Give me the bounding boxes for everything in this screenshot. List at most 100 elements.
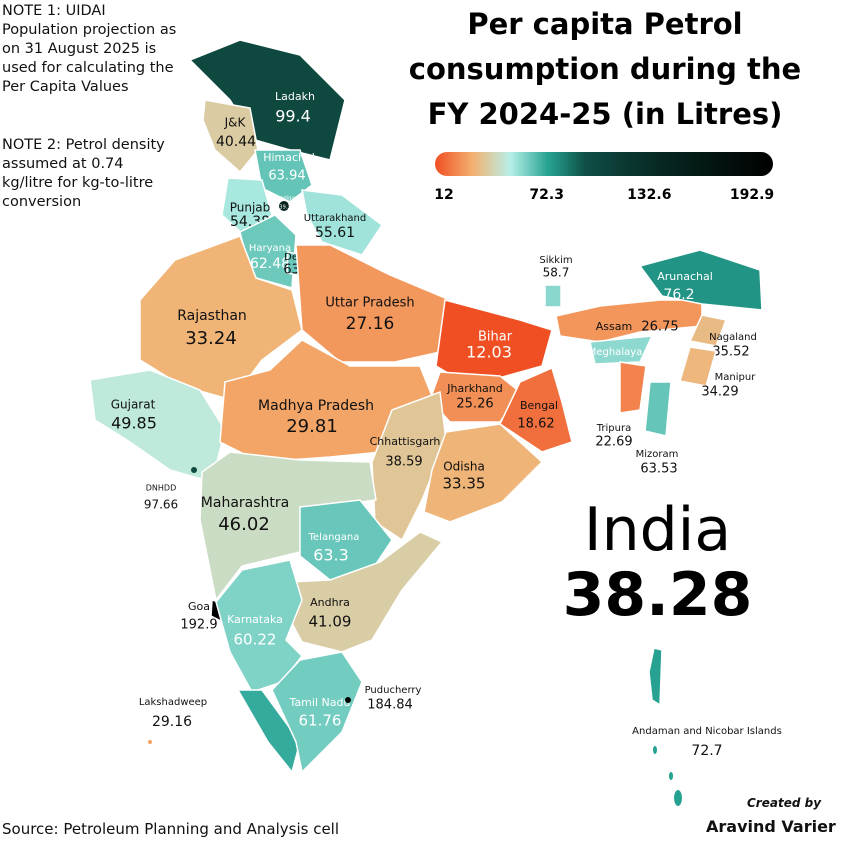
region xyxy=(285,531,444,653)
region xyxy=(279,201,289,211)
region-name: Mizoram xyxy=(636,449,679,460)
region-name: Jharkhand xyxy=(446,382,503,395)
region-value: 139.36 xyxy=(276,205,294,211)
region-value: 63.3 xyxy=(313,546,349,565)
region-name: Arunachal xyxy=(657,270,713,283)
national-name: India xyxy=(583,495,732,565)
region-name: Lakshadweep xyxy=(139,697,207,708)
region xyxy=(236,689,301,774)
region-name: Meghalaya xyxy=(588,347,643,358)
region-name: Andhra xyxy=(310,596,350,609)
region-name: Chhattisgarh xyxy=(370,435,441,448)
region xyxy=(679,346,717,387)
region-name: Karnataka xyxy=(227,613,283,626)
region-name: Gujarat xyxy=(111,398,156,412)
region-name: Odisha xyxy=(443,460,485,474)
region-name: Punjab xyxy=(230,201,271,215)
region-name: Assam xyxy=(596,320,632,333)
region-name: Uttarakhand xyxy=(304,213,366,224)
region-value: 18.62 xyxy=(517,417,554,432)
region-value: 97.66 xyxy=(144,498,178,512)
region-value: 40.44 xyxy=(216,134,256,150)
region-value: 58.18 xyxy=(589,366,623,380)
region-value: 41.09 xyxy=(309,613,352,631)
note: NOTE 2: Petrol density assumed at 0.74 k… xyxy=(2,137,165,210)
region-name: J&K xyxy=(224,116,247,130)
legend-tick-label: 12 xyxy=(434,187,453,203)
region-name: Himachal xyxy=(263,151,315,164)
island xyxy=(653,746,657,754)
region-value: 99.4 xyxy=(275,107,311,126)
region-value: 29.16 xyxy=(152,714,192,730)
region-name: Manipur xyxy=(715,372,757,383)
title: Per capita Petrol consumption during the… xyxy=(408,7,802,131)
region-value: 27.16 xyxy=(346,314,395,334)
region-name: Chandigarh xyxy=(271,196,300,202)
region-name: Bihar xyxy=(478,330,513,345)
region-value: 62.48 xyxy=(250,256,290,272)
region-name: DNHDD xyxy=(146,484,176,493)
region-value: 22.69 xyxy=(595,435,632,450)
region-name: Rajasthan xyxy=(177,308,247,324)
region xyxy=(139,235,303,401)
source: Source: Petroleum Planning and Analysis … xyxy=(2,820,340,838)
legend-bar xyxy=(435,152,773,176)
credit-label: Created by xyxy=(747,796,822,810)
region-value: 34.29 xyxy=(701,385,738,400)
region-name: Nagaland xyxy=(709,332,757,343)
region-name: Maharashtra xyxy=(201,495,289,511)
region xyxy=(648,647,663,707)
region-value: 70.43 xyxy=(224,737,267,755)
region xyxy=(435,299,553,387)
region xyxy=(202,99,259,174)
region-value: 184.84 xyxy=(367,698,413,713)
region-value: 29.81 xyxy=(286,416,338,437)
region xyxy=(638,249,763,311)
region-value: 49.85 xyxy=(111,414,157,433)
region xyxy=(215,559,303,693)
region xyxy=(619,361,647,414)
region-name: Puducherry xyxy=(365,685,422,696)
region-name: Haryana xyxy=(249,243,291,254)
region-name: Andaman and Nicobar Islands xyxy=(632,726,782,737)
region-value: 76.2 xyxy=(663,287,694,303)
region-value: 61.76 xyxy=(299,712,342,730)
region-name: Madhya Pradesh xyxy=(258,398,374,414)
region-name: Ladakh xyxy=(275,90,315,103)
note: NOTE 1: UIDAI Population projection as o… xyxy=(2,3,177,95)
island xyxy=(674,790,682,806)
region-value: 192.9 xyxy=(180,618,217,633)
region xyxy=(688,314,728,347)
region-value: 72.7 xyxy=(691,743,722,759)
region xyxy=(423,423,544,523)
region-name: Uttar Pradesh xyxy=(325,296,414,311)
region-name: Bengal xyxy=(520,399,558,412)
legend-tick-label: 132.6 xyxy=(627,187,671,203)
region-value: 33.24 xyxy=(185,328,237,349)
region xyxy=(148,740,152,744)
region-value: 63.94 xyxy=(268,169,305,184)
region-name: Goa xyxy=(188,600,210,613)
region-value: 25.26 xyxy=(456,397,493,412)
region-value: 55.61 xyxy=(315,225,355,241)
island xyxy=(669,772,673,780)
region-value: 26.75 xyxy=(641,320,678,335)
region-value: 58.7 xyxy=(543,266,570,280)
credit-author: Aravind Varier xyxy=(706,817,836,836)
region-value: 33.35 xyxy=(443,475,486,493)
region-value: 60.22 xyxy=(234,631,277,649)
region-value: 35.52 xyxy=(712,345,749,360)
region-name: Tripura xyxy=(596,423,631,434)
region xyxy=(301,189,384,256)
region-value: 12.03 xyxy=(466,343,512,362)
region xyxy=(371,390,447,542)
region xyxy=(644,381,672,437)
legend-tick-label: 192.9 xyxy=(730,187,774,203)
region-value: 46.02 xyxy=(218,514,270,535)
region-name: Tamil Nadu xyxy=(289,696,351,709)
national-value: 38.28 xyxy=(562,560,753,630)
legend-tick-label: 72.3 xyxy=(529,187,564,203)
region xyxy=(544,284,562,308)
